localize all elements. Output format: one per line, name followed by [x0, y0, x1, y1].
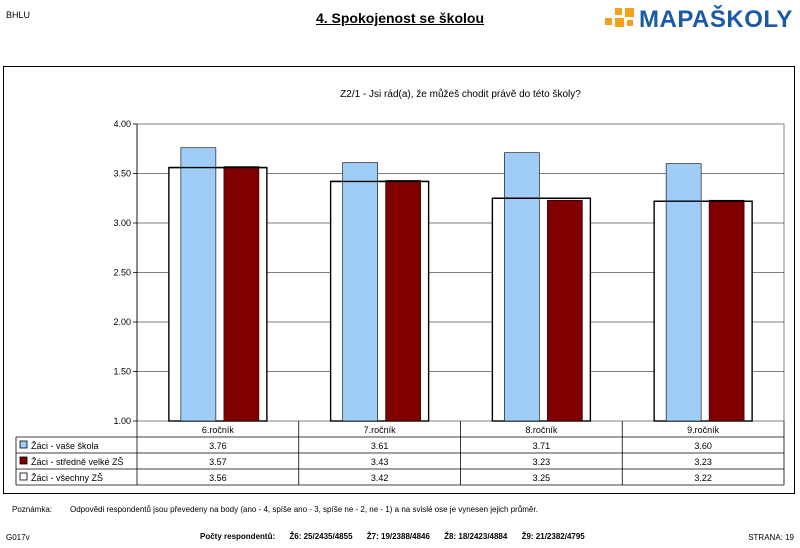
legend-label: Žáci - vaše škola — [31, 441, 99, 451]
chart-title: Z2/1 - Jsi rád(a), že můžeš chodit právě… — [340, 88, 581, 100]
logo-square-icon — [615, 18, 624, 27]
data-label: 3.71 — [533, 441, 551, 451]
logo: MAPAŠKOLY — [603, 4, 795, 34]
legend-label: Žáci - středně velké ZŠ — [31, 457, 124, 467]
legend-swatch — [19, 472, 28, 481]
y-tick-label: 4.00 — [113, 119, 131, 129]
respondent-count-grade9: Ž9: 21/2382/4795 — [521, 532, 585, 541]
logo-text: MAPAŠKOLY — [639, 6, 793, 33]
bar-your-school — [504, 152, 540, 422]
chart-frame: Z2/1 - Jsi rád(a), že můžeš chodit právě… — [3, 66, 795, 494]
respondents-label: Počty respondentů: — [200, 532, 276, 541]
data-label: 3.42 — [371, 473, 389, 483]
y-tick-label: 1.00 — [113, 416, 131, 426]
y-tick-label: 2.50 — [113, 268, 131, 278]
x-tick-label: 6.ročník — [202, 425, 235, 435]
data-label: 3.43 — [371, 457, 389, 467]
data-label: 3.23 — [694, 457, 712, 467]
bar-medium-schools — [708, 199, 745, 422]
y-tick-label: 1.50 — [113, 367, 131, 377]
respondent-count-grade6: Ž6: 25/2435/4855 — [289, 532, 353, 541]
data-label: 3.57 — [209, 457, 227, 467]
data-label: 3.60 — [694, 441, 712, 451]
page-number: STRANA: 19 — [748, 533, 794, 542]
bar-medium-schools — [547, 199, 583, 422]
respondent-counts: Počty respondentů: Ž6: 25/2435/4855 Ž7: … — [200, 532, 597, 541]
data-label: 3.25 — [533, 473, 551, 483]
bar-medium-schools — [223, 166, 260, 422]
logo-square-icon — [625, 8, 634, 17]
y-tick-label: 2.00 — [113, 317, 131, 327]
bar-your-school — [180, 147, 217, 422]
data-label: 3.76 — [209, 441, 227, 451]
bar-your-school — [342, 162, 378, 422]
legend-label: Žáci - všechny ZŠ — [31, 473, 103, 483]
y-tick-label: 3.50 — [113, 169, 131, 179]
y-tick-label: 3.00 — [113, 218, 131, 228]
bar-medium-schools — [385, 180, 421, 422]
logo-square-icon — [605, 18, 612, 25]
x-tick-label: 9.ročník — [687, 425, 720, 435]
data-label: 3.61 — [371, 441, 389, 451]
page-title: 4. Spokojenost se školou — [315, 10, 485, 26]
x-tick-label: 8.ročník — [525, 425, 558, 435]
note-label: Poznámka: — [12, 505, 53, 514]
legend-swatch — [19, 456, 28, 465]
data-label: 3.22 — [694, 473, 712, 483]
data-label: 3.56 — [209, 473, 227, 483]
legend-swatch — [19, 440, 28, 449]
respondent-count-grade7: Ž7: 19/2388/4846 — [366, 532, 430, 541]
bar-chart: Z2/1 - Jsi rád(a), že můžeš chodit právě… — [15, 88, 785, 486]
school-code: BHLU — [6, 10, 31, 20]
note-text: Odpovědi respondentů jsou převedeny na b… — [70, 505, 538, 514]
x-tick-label: 7.ročník — [364, 425, 397, 435]
logo-square-icon — [615, 8, 622, 15]
bar-your-school — [665, 163, 702, 422]
respondent-count-grade8: Ž8: 18/2423/4884 — [444, 532, 508, 541]
footer-code: G017v — [6, 533, 30, 542]
data-label: 3.23 — [533, 457, 551, 467]
logo-square-icon — [627, 20, 633, 26]
